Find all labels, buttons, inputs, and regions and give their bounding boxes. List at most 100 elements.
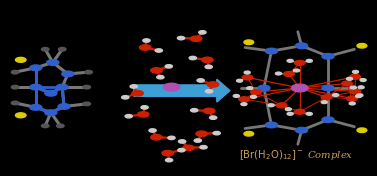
Circle shape (357, 94, 363, 97)
Circle shape (347, 96, 357, 101)
Circle shape (358, 86, 364, 89)
Circle shape (293, 69, 299, 72)
Circle shape (250, 96, 256, 98)
Circle shape (15, 57, 26, 62)
Circle shape (178, 148, 185, 152)
Circle shape (322, 85, 334, 91)
Circle shape (360, 79, 366, 81)
Circle shape (11, 70, 19, 74)
Circle shape (200, 146, 207, 149)
Circle shape (202, 57, 213, 62)
Circle shape (239, 97, 250, 102)
Circle shape (204, 108, 215, 114)
Circle shape (241, 103, 247, 106)
Circle shape (83, 102, 90, 106)
Circle shape (251, 90, 261, 95)
Circle shape (196, 131, 207, 136)
Circle shape (197, 79, 204, 82)
Circle shape (138, 112, 149, 117)
Circle shape (291, 84, 308, 92)
Circle shape (178, 140, 186, 143)
Circle shape (244, 40, 254, 45)
Circle shape (166, 158, 173, 162)
Circle shape (357, 43, 367, 48)
Circle shape (149, 129, 156, 132)
Circle shape (30, 84, 42, 90)
Circle shape (350, 74, 360, 79)
Circle shape (151, 135, 162, 140)
Circle shape (321, 101, 327, 103)
Circle shape (244, 131, 254, 136)
Circle shape (350, 89, 361, 94)
Circle shape (356, 95, 362, 98)
FancyArrow shape (134, 79, 230, 102)
Circle shape (357, 128, 367, 133)
Circle shape (306, 59, 312, 62)
Circle shape (294, 60, 305, 65)
Circle shape (194, 139, 201, 142)
Circle shape (294, 109, 305, 114)
Circle shape (287, 59, 293, 62)
Circle shape (58, 104, 70, 109)
Circle shape (284, 71, 294, 76)
Circle shape (199, 31, 206, 34)
Circle shape (162, 150, 173, 156)
Circle shape (139, 45, 151, 50)
Circle shape (122, 96, 129, 99)
Circle shape (346, 77, 352, 80)
Text: $\rm[Br(H_2O)_{12}]^-$ Complex: $\rm[Br(H_2O)_{12}]^-$ Complex (239, 148, 353, 162)
Circle shape (205, 65, 212, 68)
Circle shape (190, 36, 202, 41)
Circle shape (213, 131, 220, 135)
Circle shape (265, 122, 277, 128)
Circle shape (47, 60, 59, 65)
Circle shape (236, 79, 242, 82)
Circle shape (83, 85, 90, 89)
Circle shape (276, 72, 282, 75)
Circle shape (265, 48, 277, 54)
Circle shape (333, 94, 339, 96)
Circle shape (178, 36, 185, 40)
Circle shape (183, 145, 194, 150)
Circle shape (57, 124, 64, 128)
Circle shape (30, 65, 42, 71)
Circle shape (352, 70, 359, 73)
Circle shape (287, 112, 293, 115)
Circle shape (189, 56, 196, 60)
Circle shape (268, 104, 274, 107)
Circle shape (157, 76, 164, 79)
Circle shape (58, 48, 66, 51)
Circle shape (163, 83, 180, 91)
Circle shape (30, 105, 42, 110)
Circle shape (349, 102, 355, 105)
Circle shape (132, 91, 143, 96)
Circle shape (350, 86, 356, 89)
Circle shape (210, 116, 217, 119)
Circle shape (321, 95, 332, 100)
Circle shape (276, 103, 287, 108)
Circle shape (15, 113, 26, 118)
Circle shape (205, 90, 213, 93)
Circle shape (41, 124, 49, 128)
Circle shape (306, 112, 312, 115)
Circle shape (125, 115, 132, 118)
Circle shape (130, 85, 137, 88)
Circle shape (296, 43, 308, 49)
Circle shape (244, 71, 250, 74)
Circle shape (155, 49, 162, 52)
Circle shape (11, 101, 19, 105)
Circle shape (322, 117, 334, 122)
Circle shape (285, 108, 291, 111)
Circle shape (11, 85, 19, 89)
Circle shape (85, 70, 92, 74)
Circle shape (45, 110, 57, 115)
Circle shape (165, 65, 172, 68)
Circle shape (191, 109, 198, 112)
Circle shape (242, 75, 253, 80)
Circle shape (258, 85, 270, 91)
Circle shape (322, 54, 334, 59)
Circle shape (45, 90, 57, 96)
Circle shape (168, 136, 175, 140)
Circle shape (151, 68, 162, 73)
Circle shape (141, 106, 148, 109)
